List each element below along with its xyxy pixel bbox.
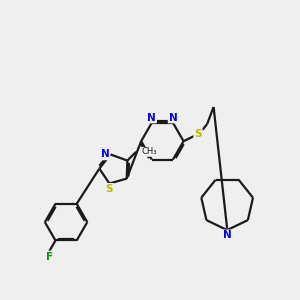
Text: N: N xyxy=(223,230,232,240)
Text: N: N xyxy=(169,112,177,122)
Text: CH₃: CH₃ xyxy=(141,147,157,156)
Text: F: F xyxy=(46,251,53,262)
Text: S: S xyxy=(194,129,202,139)
Text: S: S xyxy=(106,184,113,194)
Text: N: N xyxy=(101,149,110,159)
Text: N: N xyxy=(147,112,156,122)
